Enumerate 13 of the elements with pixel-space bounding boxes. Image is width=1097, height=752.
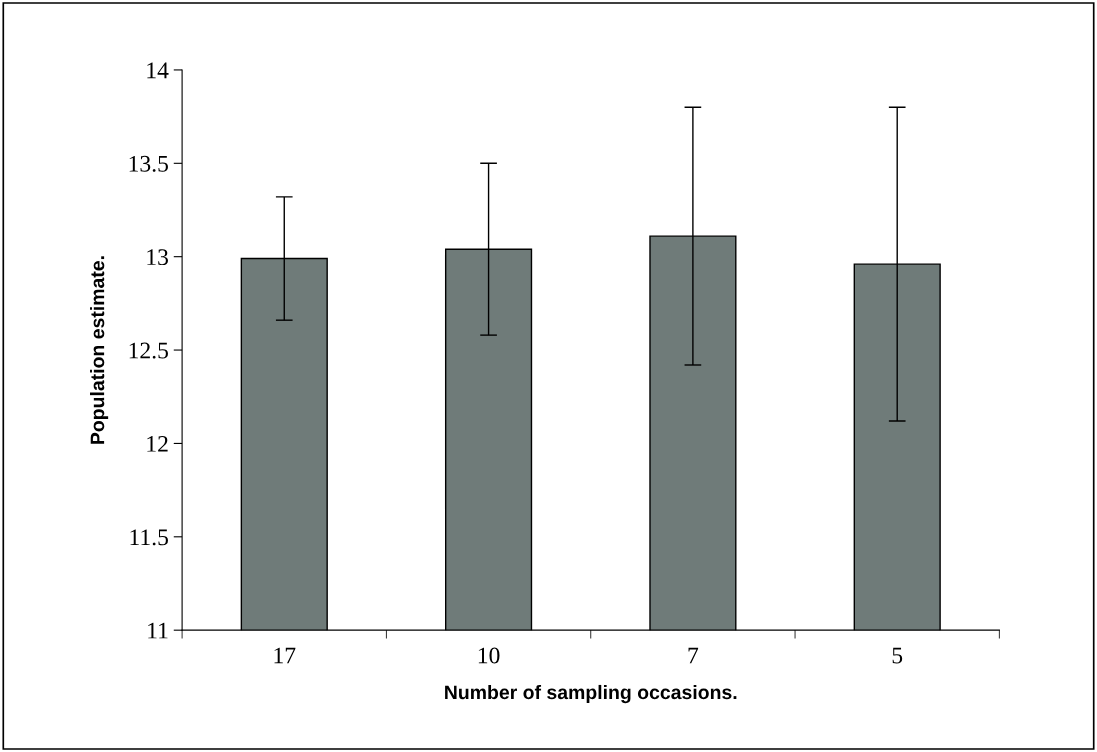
y-tick-label: 12.5 bbox=[129, 342, 168, 359]
y-tick-label: 13.5 bbox=[129, 155, 168, 172]
y-tick-label: 11 bbox=[148, 622, 168, 639]
y-axis-title: Population estimate. bbox=[90, 256, 109, 444]
y-tick-label: 12 bbox=[147, 435, 168, 452]
x-tick-label: 10 bbox=[478, 647, 500, 664]
x-tick-label: 7 bbox=[688, 647, 699, 664]
x-tick-label: 17 bbox=[274, 647, 296, 664]
y-tick-label: 11.5 bbox=[130, 529, 168, 546]
y-tick-label: 13 bbox=[147, 249, 168, 266]
x-axis-title: Number of sampling occasions. bbox=[445, 684, 737, 704]
x-tick-label: 5 bbox=[892, 647, 903, 664]
y-tick-label: 14 bbox=[147, 62, 169, 79]
